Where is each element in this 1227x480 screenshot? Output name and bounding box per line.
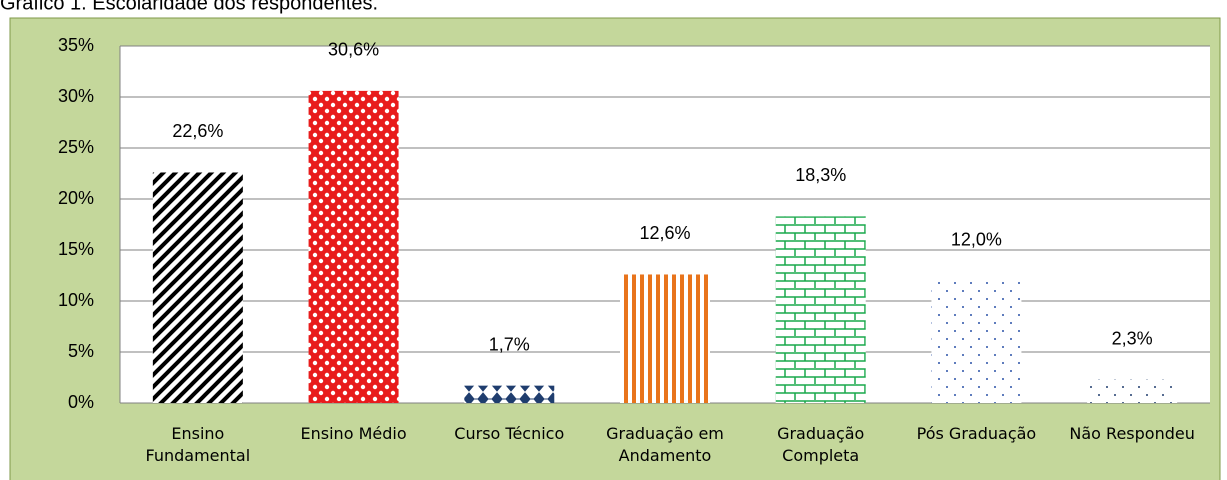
data-label: 18,3% bbox=[795, 165, 846, 185]
y-tick-label: 0% bbox=[68, 392, 94, 412]
data-label: 12,6% bbox=[639, 223, 690, 243]
y-tick-label: 35% bbox=[58, 35, 94, 55]
data-label: 12,0% bbox=[951, 229, 1002, 249]
bar bbox=[775, 216, 866, 403]
x-tick-label: Graduação Completa bbox=[777, 424, 865, 465]
x-tick-label-box: Ensino Médio bbox=[300, 424, 407, 443]
x-tick-label: Curso Técnico bbox=[454, 424, 565, 443]
data-label: 2,3% bbox=[1112, 328, 1153, 348]
x-tick-label: Pós Graduação bbox=[916, 424, 1037, 443]
x-tick-label-box: Graduação em Andamento bbox=[606, 424, 724, 465]
x-tick-label: Graduação em Andamento bbox=[606, 424, 724, 465]
y-tick-label: 5% bbox=[68, 341, 94, 361]
chart-title: Gráfico 1. Escolaridade dos respondentes… bbox=[0, 0, 378, 14]
bar bbox=[1087, 379, 1178, 403]
x-tick-label-box: Pós Graduação bbox=[916, 424, 1037, 443]
x-tick-label-box: Curso Técnico bbox=[454, 424, 565, 443]
y-tick-label: 10% bbox=[58, 290, 94, 310]
bar bbox=[931, 280, 1022, 403]
data-label: 30,6% bbox=[328, 40, 379, 60]
x-tick-label-box: Graduação Completa bbox=[777, 424, 865, 465]
y-tick-label: 30% bbox=[58, 86, 94, 106]
x-tick-label-box: Não Respondeu bbox=[1069, 424, 1195, 443]
x-tick-label-box: Ensino Fundamental bbox=[145, 424, 251, 465]
bar bbox=[308, 90, 399, 403]
x-tick-label: Ensino Médio bbox=[300, 424, 407, 443]
bar bbox=[152, 172, 243, 403]
y-tick-label: 20% bbox=[58, 188, 94, 208]
y-tick-label: 25% bbox=[58, 137, 94, 157]
x-tick-label: Não Respondeu bbox=[1069, 424, 1195, 443]
bar bbox=[464, 385, 555, 403]
data-label: 22,6% bbox=[172, 121, 223, 141]
data-label: 1,7% bbox=[489, 334, 530, 354]
x-tick-label: Ensino Fundamental bbox=[145, 424, 251, 465]
y-tick-label: 15% bbox=[58, 239, 94, 259]
bar bbox=[620, 274, 710, 403]
